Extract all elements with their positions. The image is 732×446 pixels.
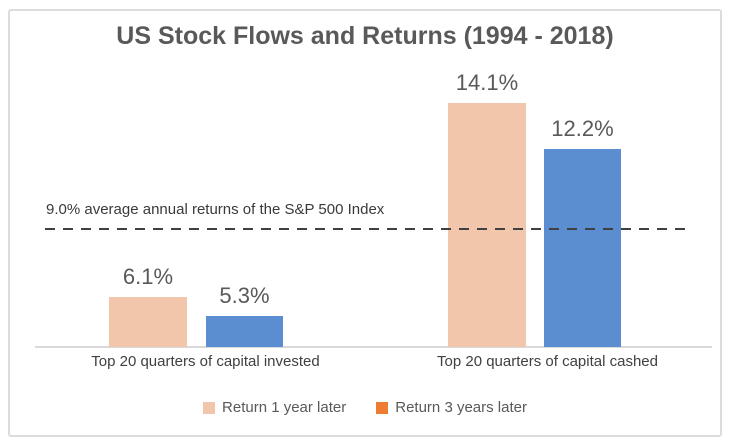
reference-line-label: 9.0% average annual returns of the S&P 5… <box>46 201 385 218</box>
chart-title: US Stock Flows and Returns (1994 - 2018) <box>116 22 614 50</box>
legend-swatch-orange-icon <box>376 401 389 414</box>
bar-return-3yr-cashed <box>544 149 621 347</box>
legend-swatch-peach-icon <box>203 401 216 414</box>
x-axis-label-capital-invested: Top 20 quarters of capital invested <box>91 353 320 370</box>
legend-item-return-3-years: Return 3 years later <box>376 399 527 416</box>
bar-value-label: 12.2% <box>551 116 614 141</box>
legend: Return 1 year later Return 3 years later <box>8 399 722 416</box>
bar-return-3yr-invested <box>206 316 283 347</box>
bar-return-1yr-cashed <box>448 103 526 347</box>
bar-value-label: 5.3% <box>219 283 270 308</box>
legend-item-return-1-year: Return 1 year later <box>203 399 346 416</box>
x-axis-label-capital-cashed: Top 20 quarters of capital cashed <box>437 353 658 370</box>
bar-return-1yr-invested <box>109 297 187 347</box>
bar-value-label: 6.1% <box>122 264 174 289</box>
reference-line <box>45 228 690 230</box>
x-axis-line <box>35 346 712 348</box>
bar-value-label: 14.1% <box>455 70 519 95</box>
legend-label-return-3-years: Return 3 years later <box>395 399 527 416</box>
legend-label-return-1-year: Return 1 year later <box>222 399 347 416</box>
